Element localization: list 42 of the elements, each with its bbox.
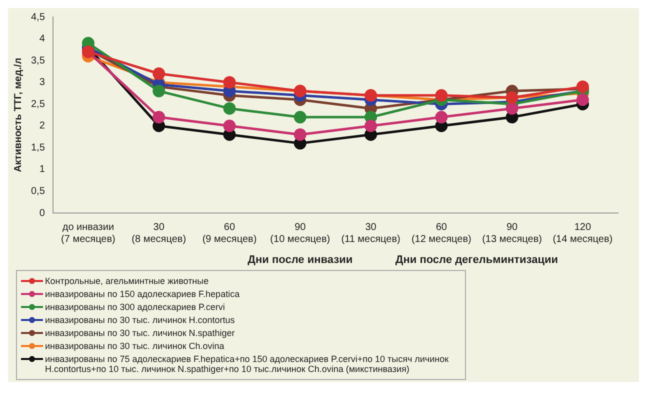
point [435,89,448,102]
y-tick-label: 1,5 [30,142,46,154]
legend-label: инвазированы по 30 тыс. личинок N.spathiger [45,328,235,338]
point [576,80,589,93]
point [506,102,518,115]
legend-label: Контрольные, агельминтные животные [45,276,209,286]
legend-label: инвазированы по 300 адолескариев P.cervi [45,302,225,312]
x-tick-label: 60 (9 месяцев) [202,222,257,245]
x-tick-label: 30 (11 месяцев) [341,222,400,245]
x-tick-label: 30 (8 месяцев) [132,222,186,245]
point [294,110,306,124]
x-tick-label: до инвазии (7 месяцев) [61,222,116,245]
y-tick-label: 2 [39,120,46,132]
legend-label: инвазированы по 30 тыс. личинок Ch.ovina [45,341,224,351]
y-axis-title: Активность ТТГ, мед./л [12,58,24,172]
point [223,120,236,132]
y-tick-label: 4,5 [30,12,46,23]
point [152,84,166,98]
point [294,128,306,141]
text: Дни после инвазии [248,254,353,266]
point [223,102,236,115]
point [152,67,166,80]
legend-label: инвазированы по 30 тыс. личинок H.contortus [45,315,235,325]
y-tick-label: 3,5 [30,55,46,66]
legend-label: инвазированы по 150 адолескариев F.hepatica [45,289,240,299]
legend-label: инвазированы по 75 адолескариев F.hepatica+по 150 адолескариев P.cervi+по 10 тысяч личинок H.contortus+по 10 тыс. личинок N.spathiger+по 10 тыс.личинок Ch.ovina (микстинвазия) [45,354,450,374]
y-tick-label: 2,5 [30,98,46,110]
x-tick-label: 60 (12 месяцев) [411,222,472,245]
y-tick-label: 0 [39,208,46,219]
y-tick-label: 1 [39,164,46,176]
point [364,120,378,132]
point [223,76,236,89]
y-tick-label: 4 [39,34,46,45]
y-tick-label: 0,5 [30,186,46,197]
y-tick-label: 3 [39,77,46,88]
text: Дни после дегельминтизации [395,254,558,266]
point [435,110,448,124]
point [152,110,166,124]
x-tick-label: 90 (13 месяцев) [482,222,542,245]
x-tick-label: 120 (14 месяцев) [552,222,613,245]
point [576,94,589,106]
x-tick-label: 90 (10 месяцев) [270,222,330,245]
